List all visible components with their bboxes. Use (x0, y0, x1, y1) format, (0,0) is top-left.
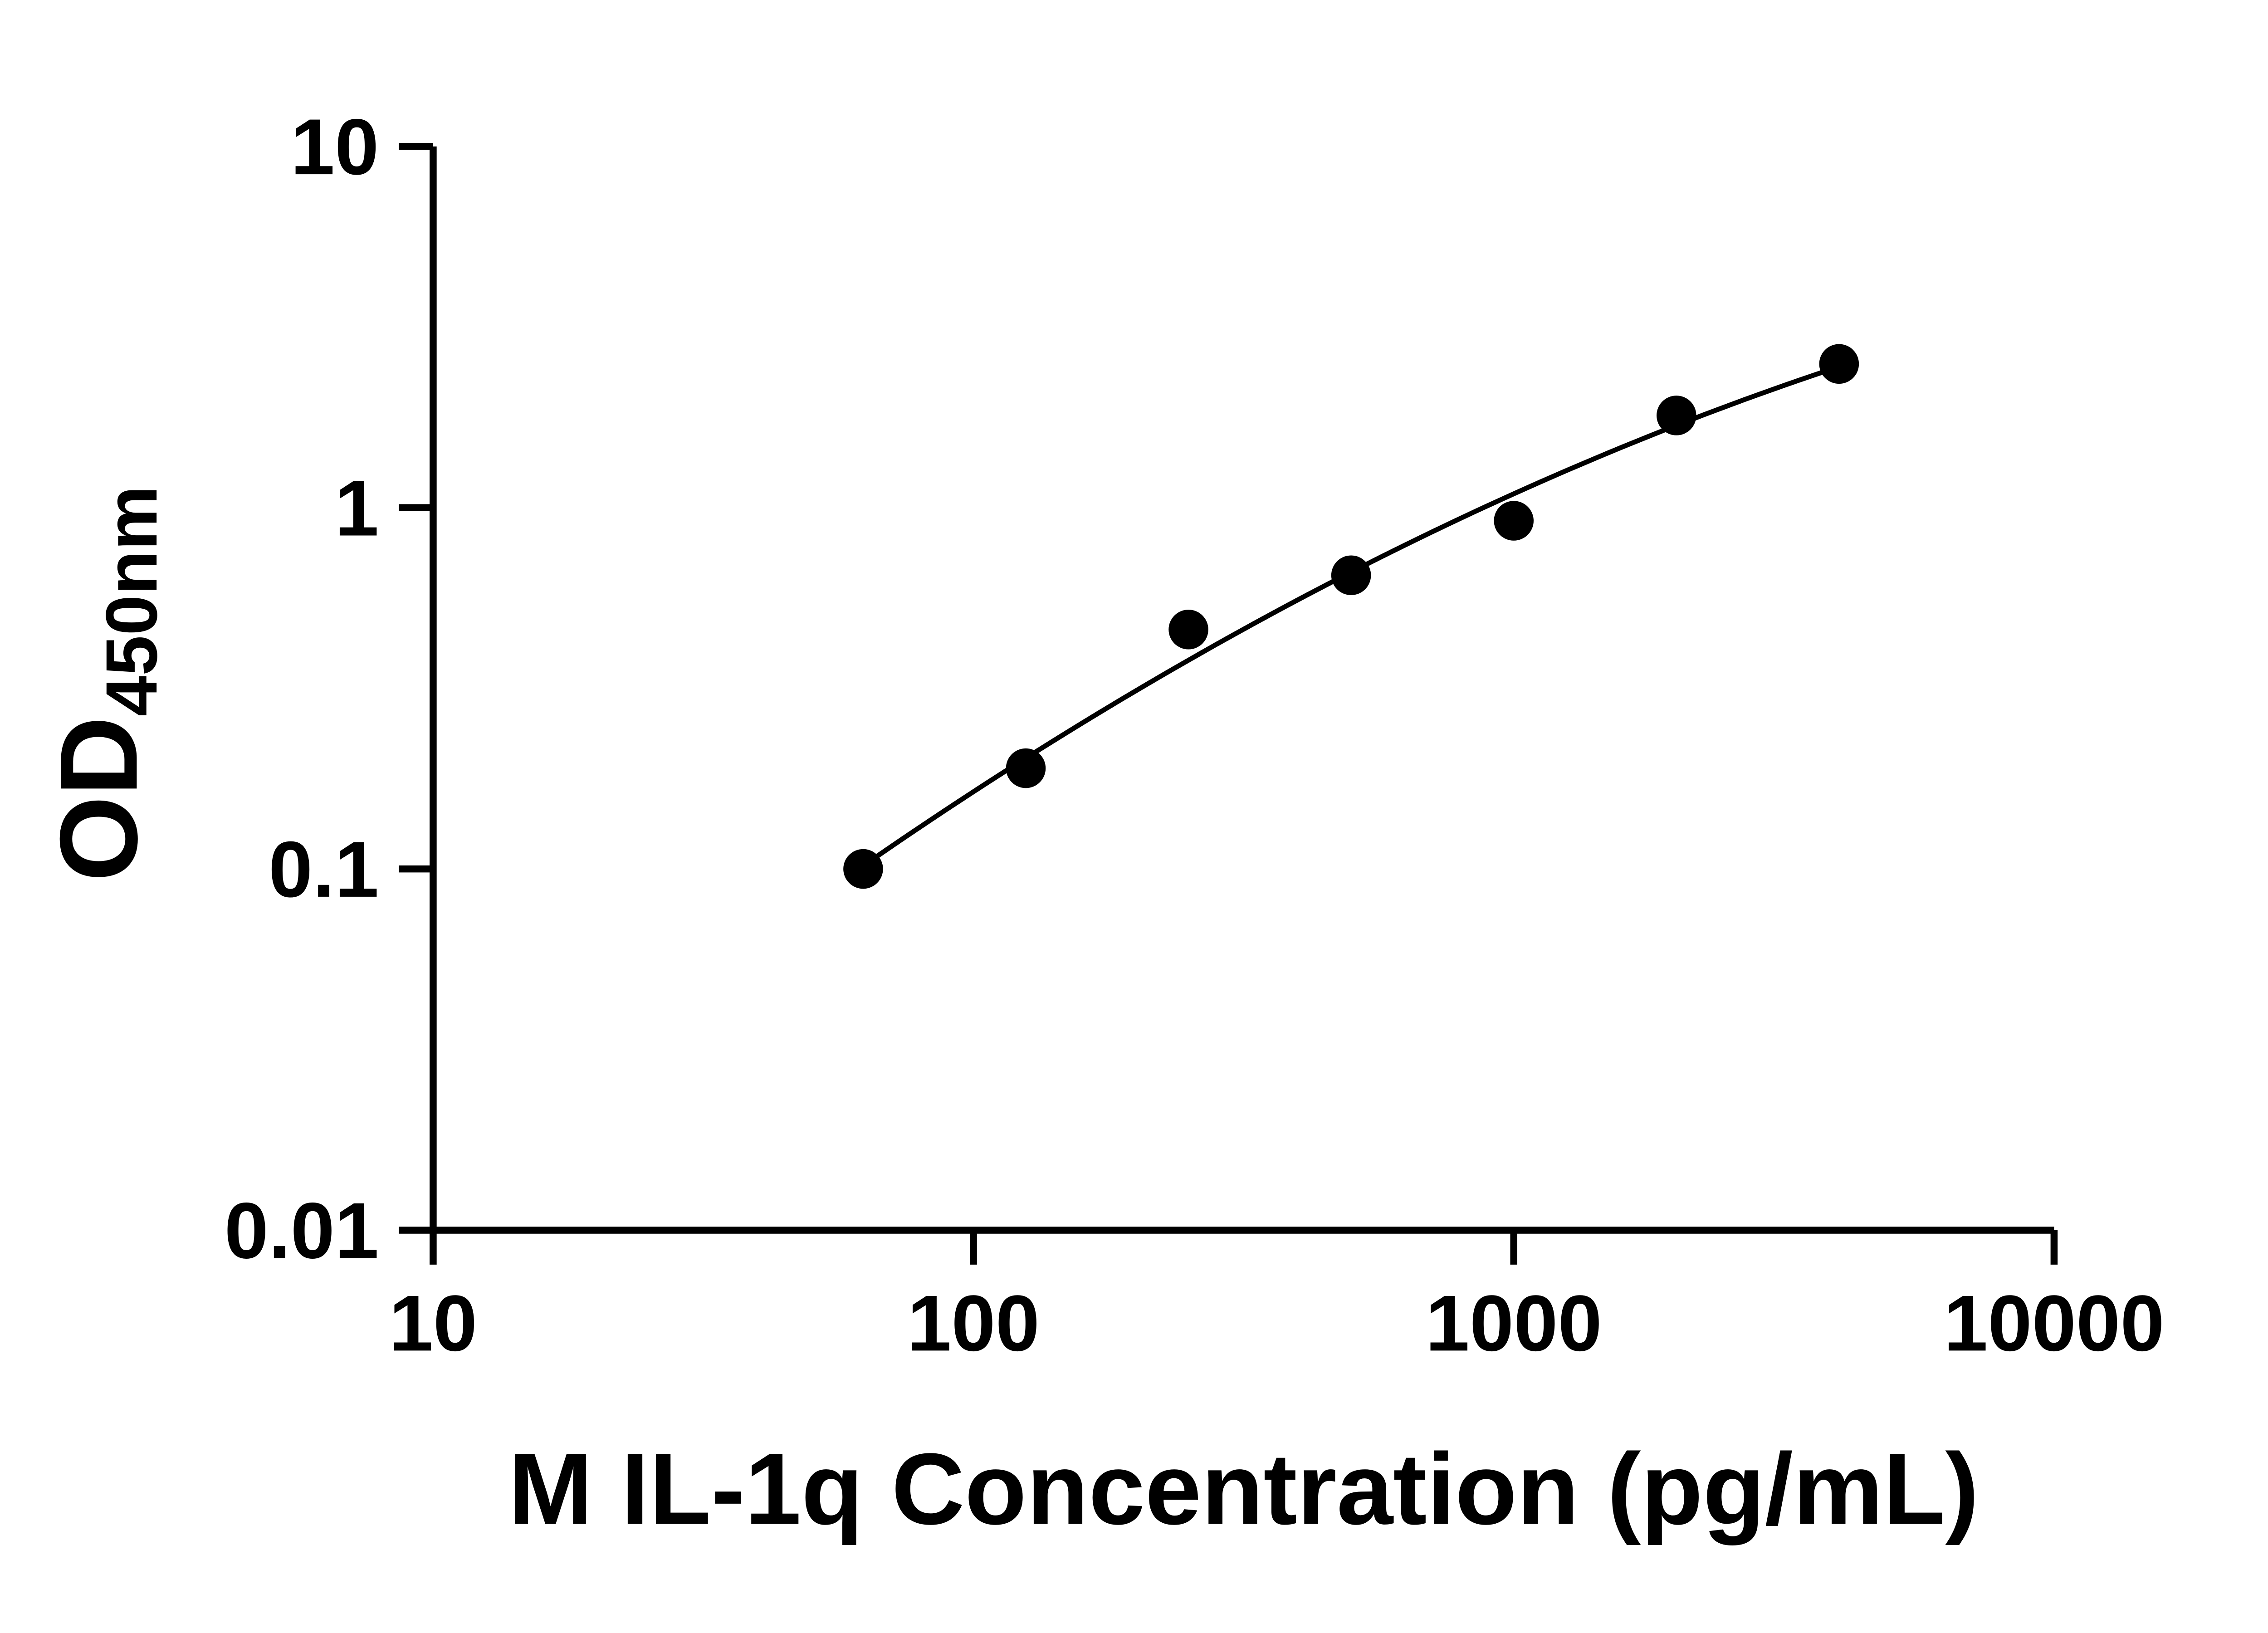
y-axis-title: OD450nm (37, 486, 172, 882)
data-point (1494, 501, 1534, 541)
y-axis-title-sub: 450nm (91, 486, 172, 716)
data-point (1168, 610, 1208, 650)
x-tick-label: 100 (907, 1279, 1040, 1368)
x-axis-title: M IL-1q Concentration (pg/mL) (508, 1433, 1979, 1546)
data-points (843, 344, 1859, 889)
y-tick-label: 0.01 (225, 1187, 379, 1275)
elisa-standard-curve-figure: 10 100 1000 10000 0.01 0.1 1 10 M IL-1q Concent… (37, 103, 2165, 1546)
x-tick-label: 10 (389, 1279, 478, 1368)
y-tick-label: 1 (335, 464, 379, 552)
axes (430, 146, 2054, 1234)
x-tick-label: 1000 (1426, 1279, 1602, 1368)
x-tick-label: 10000 (1944, 1279, 2165, 1368)
axis-tick-labels: 10 100 1000 10000 0.01 0.1 1 10 (225, 103, 2165, 1368)
axis-spine (430, 146, 2054, 1234)
data-point (1819, 344, 1859, 384)
y-axis-title-main: OD (37, 716, 160, 882)
y-tick-label: 0.1 (269, 826, 379, 914)
data-point (1006, 748, 1046, 788)
y-tick-label: 10 (291, 103, 379, 191)
data-point (843, 849, 883, 889)
axis-ticks (399, 143, 2058, 1265)
data-point (1331, 555, 1371, 595)
fit-curve-line (861, 364, 1840, 868)
data-point (1657, 396, 1696, 435)
chart-canvas: 10 100 1000 10000 0.01 0.1 1 10 M IL-1q Concent… (37, 103, 2165, 1546)
